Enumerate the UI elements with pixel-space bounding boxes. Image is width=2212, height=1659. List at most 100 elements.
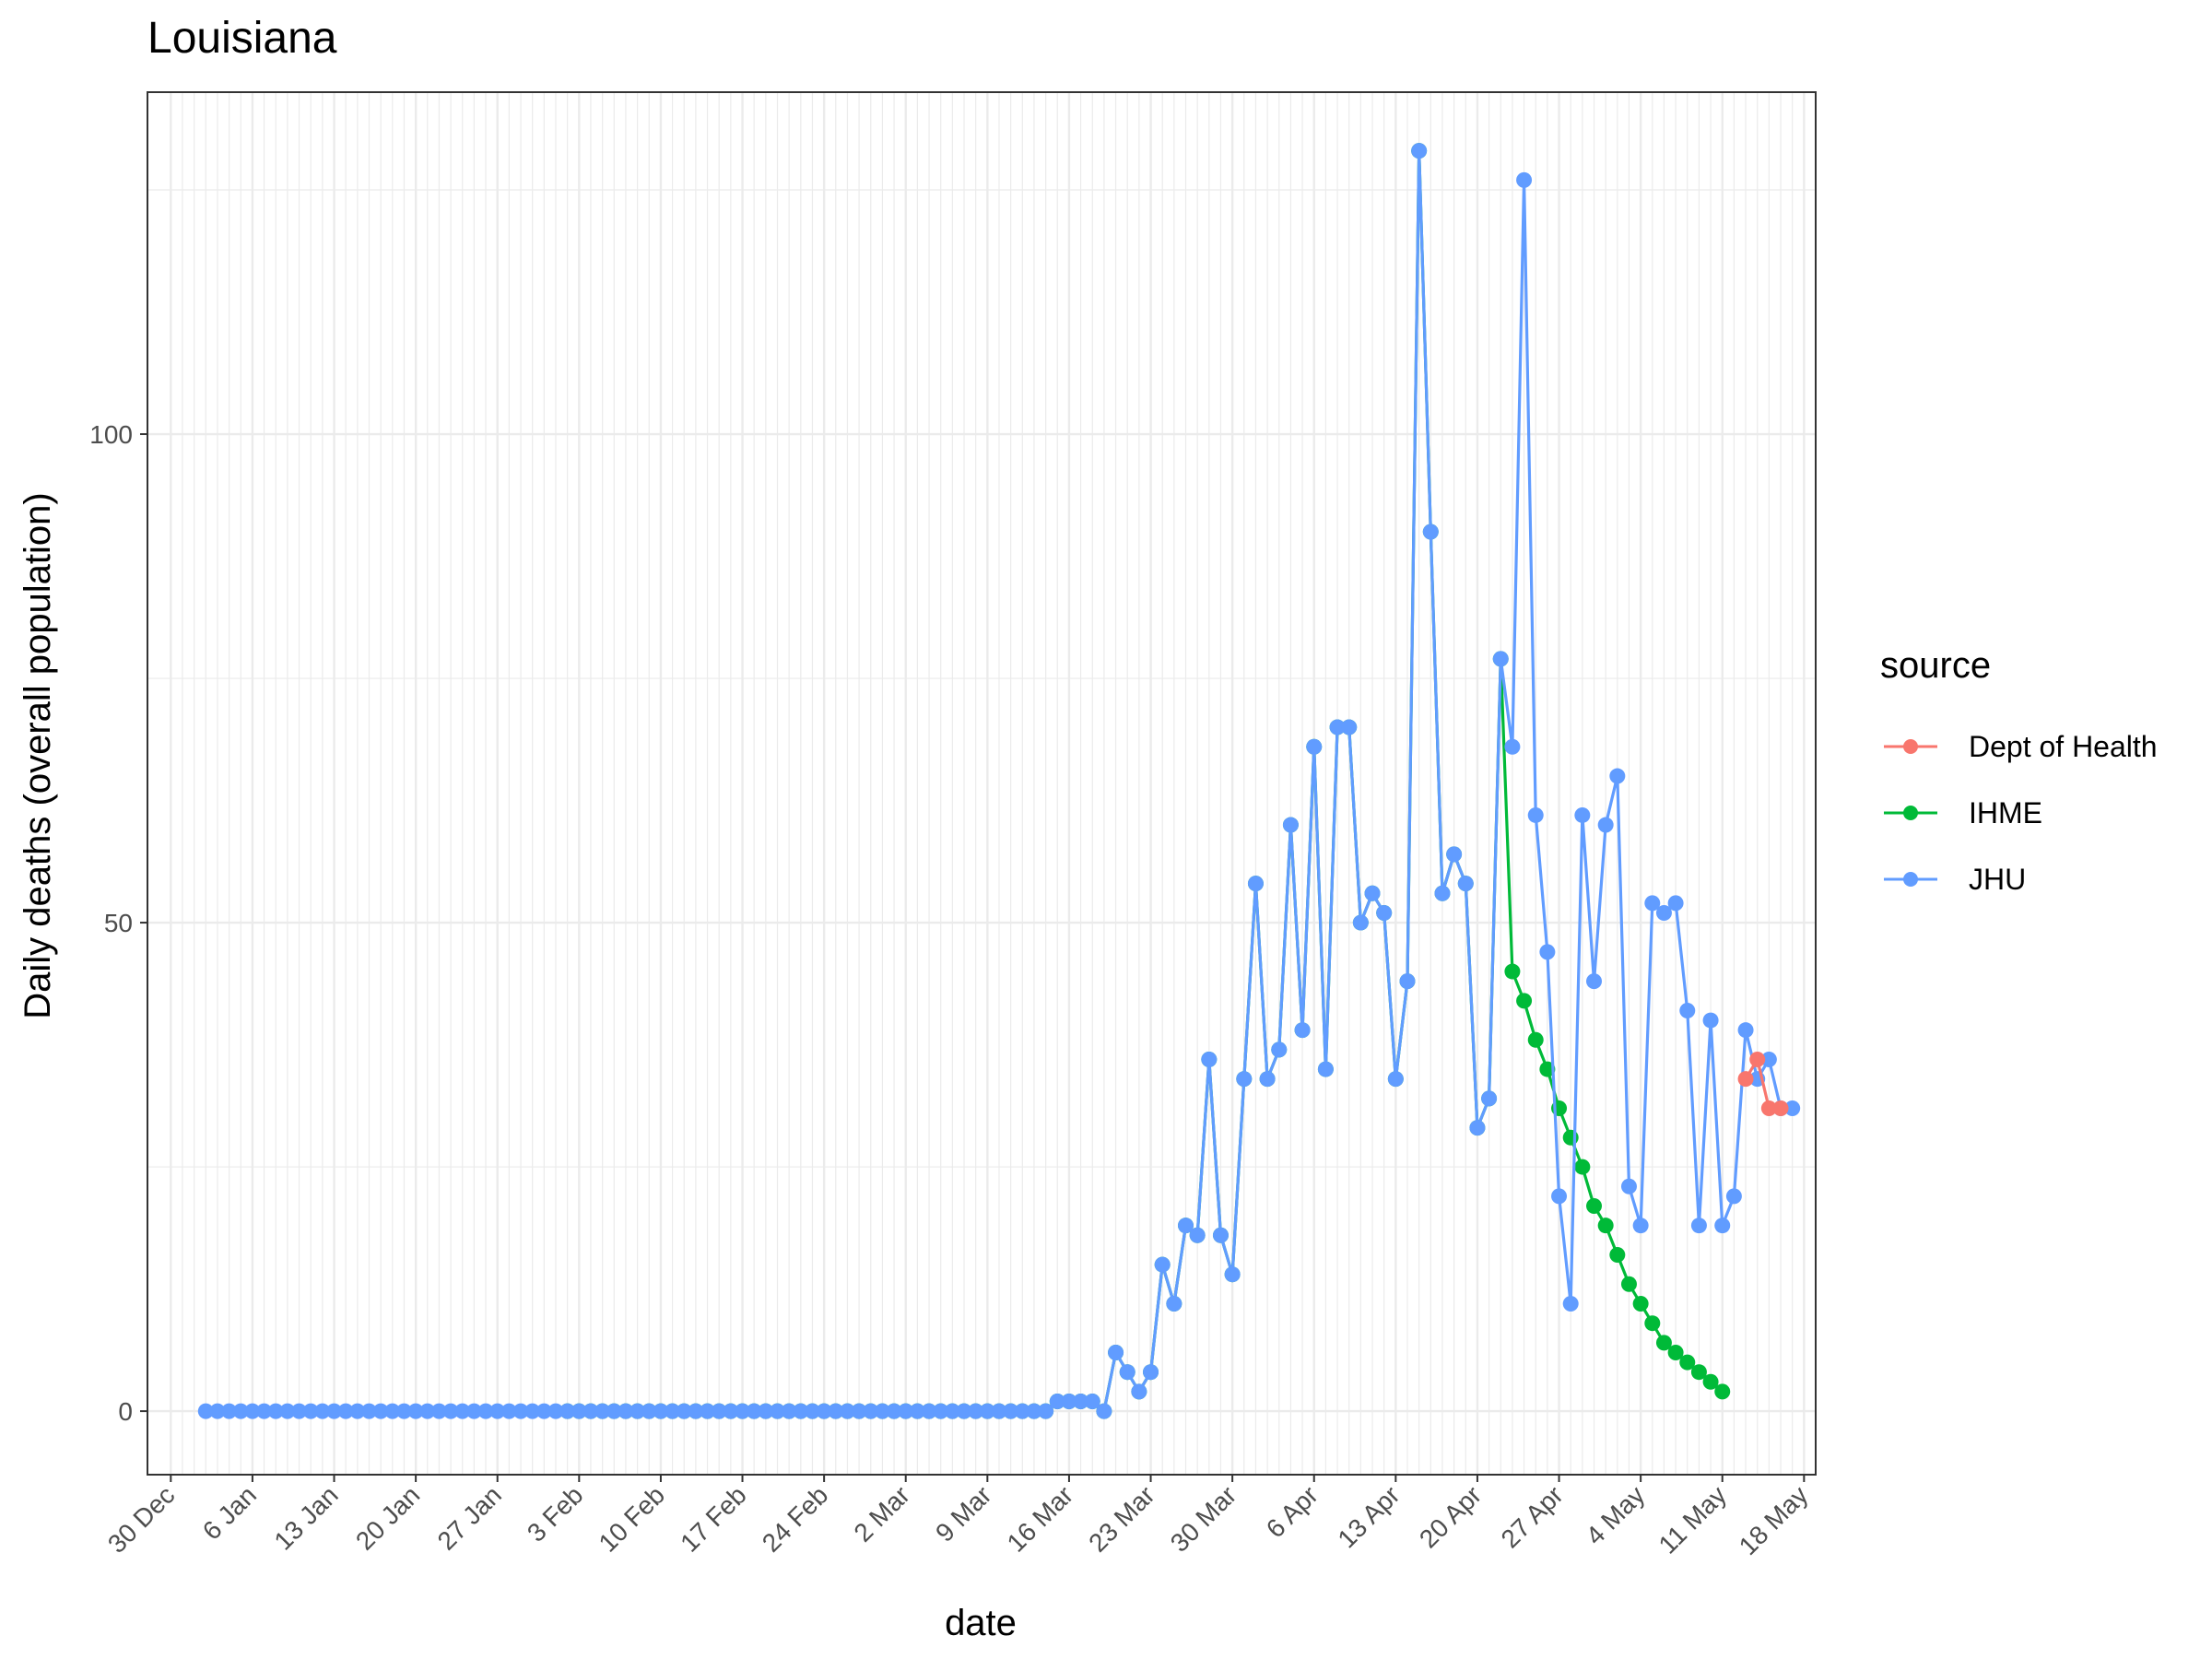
data-point-jhu [863, 1403, 879, 1419]
data-point-jhu [524, 1403, 541, 1419]
data-point-jhu [1212, 1227, 1229, 1243]
data-point-jhu [1469, 1120, 1486, 1136]
data-point-jhu [979, 1403, 995, 1419]
data-point-ihme [1690, 1364, 1707, 1381]
data-point-jhu [1504, 738, 1521, 755]
x-tick-label: 10 Feb [594, 1480, 671, 1558]
data-point-jhu [735, 1403, 751, 1419]
y-tick-label: 50 [104, 909, 133, 937]
data-point-jhu [454, 1403, 471, 1419]
data-point-jhu [535, 1403, 552, 1419]
data-point-jhu [909, 1403, 925, 1419]
legend-label-dept-of-health: Dept of Health [1969, 730, 2158, 763]
x-axis: 30 Dec 6 Jan 13 Jan 20 Jan 27 Jan 3 Feb 10 Feb… [102, 1475, 1814, 1560]
x-tick-label: 9 Mar [930, 1480, 997, 1547]
data-point-jhu [500, 1403, 517, 1419]
legend-key-point [1903, 739, 1918, 754]
data-point-jhu [1620, 1178, 1637, 1194]
data-point-jhu [1201, 1051, 1218, 1067]
data-point-jhu [302, 1403, 319, 1419]
data-point-jhu [1760, 1051, 1777, 1067]
data-point-jhu [665, 1403, 681, 1419]
data-point-jhu [1644, 895, 1661, 912]
data-point-jhu [653, 1403, 669, 1419]
x-tick-label: 27 Jan [432, 1480, 507, 1555]
data-point-ihme [1597, 1218, 1614, 1234]
chart-title: Louisiana [147, 14, 337, 63]
panel-border [147, 91, 1817, 1476]
data-point-jhu [209, 1403, 226, 1419]
data-point-jhu [1551, 1188, 1568, 1205]
data-point-jhu [1539, 944, 1556, 960]
data-point-jhu [395, 1403, 412, 1419]
data-point-jhu [1737, 1022, 1754, 1039]
data-point-jhu [1714, 1218, 1731, 1234]
legend-item-jhu: JHU [1880, 853, 2194, 905]
data-point-jhu [197, 1403, 214, 1419]
data-point-jhu [1597, 817, 1614, 833]
data-point-jhu [944, 1403, 960, 1419]
data-point-ihme [1702, 1373, 1719, 1390]
data-point-jhu [816, 1403, 832, 1419]
data-point-jhu [1294, 1022, 1311, 1039]
data-point-jhu [407, 1403, 424, 1419]
series-line-ihme [567, 149, 1724, 1413]
data-point-jhu [571, 1403, 587, 1419]
legend: source Dept of Health IHME JHU [1880, 645, 2194, 903]
data-point-ihme [1632, 1295, 1649, 1312]
data-point-jhu [1341, 719, 1358, 735]
data-point-dept-of-health [1772, 1100, 1789, 1116]
data-point-jhu [1131, 1383, 1147, 1400]
minor-gridlines [147, 92, 1816, 1475]
data-point-jhu [1399, 973, 1416, 990]
x-tick-label: 18 May [1734, 1480, 1814, 1560]
data-point-jhu [384, 1403, 401, 1419]
series-dept-of-health [1737, 1051, 1789, 1116]
x-tick-label: 20 Jan [350, 1480, 425, 1555]
data-point-jhu [618, 1403, 634, 1419]
x-tick-label: 13 Apr [1332, 1480, 1405, 1553]
legend-key-point [1903, 806, 1918, 820]
data-point-jhu [1434, 885, 1451, 901]
y-axis: 0 50 100 [89, 420, 147, 1426]
data-point-jhu [1784, 1100, 1801, 1116]
x-tick-label: 6 Jan [197, 1480, 262, 1545]
legend-item-dept-of-health: Dept of Health [1880, 721, 2194, 772]
data-point-ihme [1527, 1031, 1544, 1048]
data-point-ihme [1714, 1383, 1731, 1400]
data-point-jhu [430, 1403, 447, 1419]
data-point-jhu [337, 1403, 354, 1419]
data-point-jhu [477, 1403, 494, 1419]
x-tick-label: 16 Mar [1002, 1480, 1079, 1558]
data-point-jhu [886, 1403, 902, 1419]
data-point-jhu [1609, 768, 1626, 784]
x-tick-label: 30 Mar [1165, 1480, 1242, 1558]
data-point-jhu [874, 1403, 890, 1419]
data-point-ihme [1586, 1197, 1603, 1214]
data-point-jhu [1049, 1393, 1065, 1409]
data-point-jhu [1119, 1364, 1135, 1381]
x-tick-label: 24 Feb [757, 1480, 834, 1558]
data-point-jhu [1632, 1218, 1649, 1234]
data-point-jhu [1667, 895, 1684, 912]
data-point-jhu [804, 1403, 820, 1419]
data-point-jhu [1690, 1218, 1707, 1234]
data-point-jhu [244, 1403, 261, 1419]
data-point-jhu [781, 1403, 797, 1419]
data-point-jhu [758, 1403, 774, 1419]
x-axis-label: date [945, 1603, 1017, 1643]
data-point-jhu [688, 1403, 704, 1419]
data-point-jhu [1562, 1295, 1579, 1312]
data-point-jhu [700, 1403, 716, 1419]
data-point-jhu [559, 1403, 576, 1419]
data-point-jhu [1003, 1403, 1019, 1419]
x-tick-label: 6 Apr [1261, 1480, 1324, 1543]
data-point-jhu [1725, 1188, 1742, 1205]
data-point-jhu [746, 1403, 762, 1419]
data-point-jhu [723, 1403, 739, 1419]
data-point-jhu [419, 1403, 436, 1419]
data-point-jhu [1329, 719, 1346, 735]
series-jhu [197, 143, 1801, 1419]
data-point-jhu [1574, 806, 1591, 823]
